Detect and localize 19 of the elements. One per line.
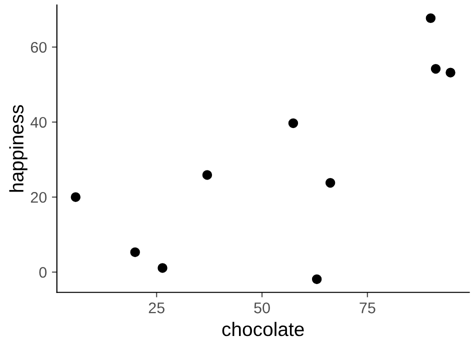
x-tick-label: 50 — [254, 302, 270, 314]
point — [202, 170, 212, 180]
y-tick-label: 0 — [39, 266, 47, 278]
y-tick-label: 40 — [30, 116, 47, 128]
x-axis-title: chocolate — [222, 322, 304, 336]
point — [130, 247, 140, 258]
y-axis-title: happiness — [9, 105, 28, 192]
point — [312, 274, 322, 284]
y-tick-label: 20 — [30, 192, 47, 203]
point — [325, 178, 336, 188]
x-tick-label: 25 — [148, 302, 164, 314]
point — [288, 118, 298, 128]
point — [446, 68, 456, 78]
point — [426, 13, 436, 24]
point — [158, 263, 168, 273]
point — [70, 192, 81, 202]
y-tick-label: 60 — [30, 42, 47, 53]
x-tick-label: 75 — [360, 302, 376, 314]
point — [430, 64, 441, 74]
